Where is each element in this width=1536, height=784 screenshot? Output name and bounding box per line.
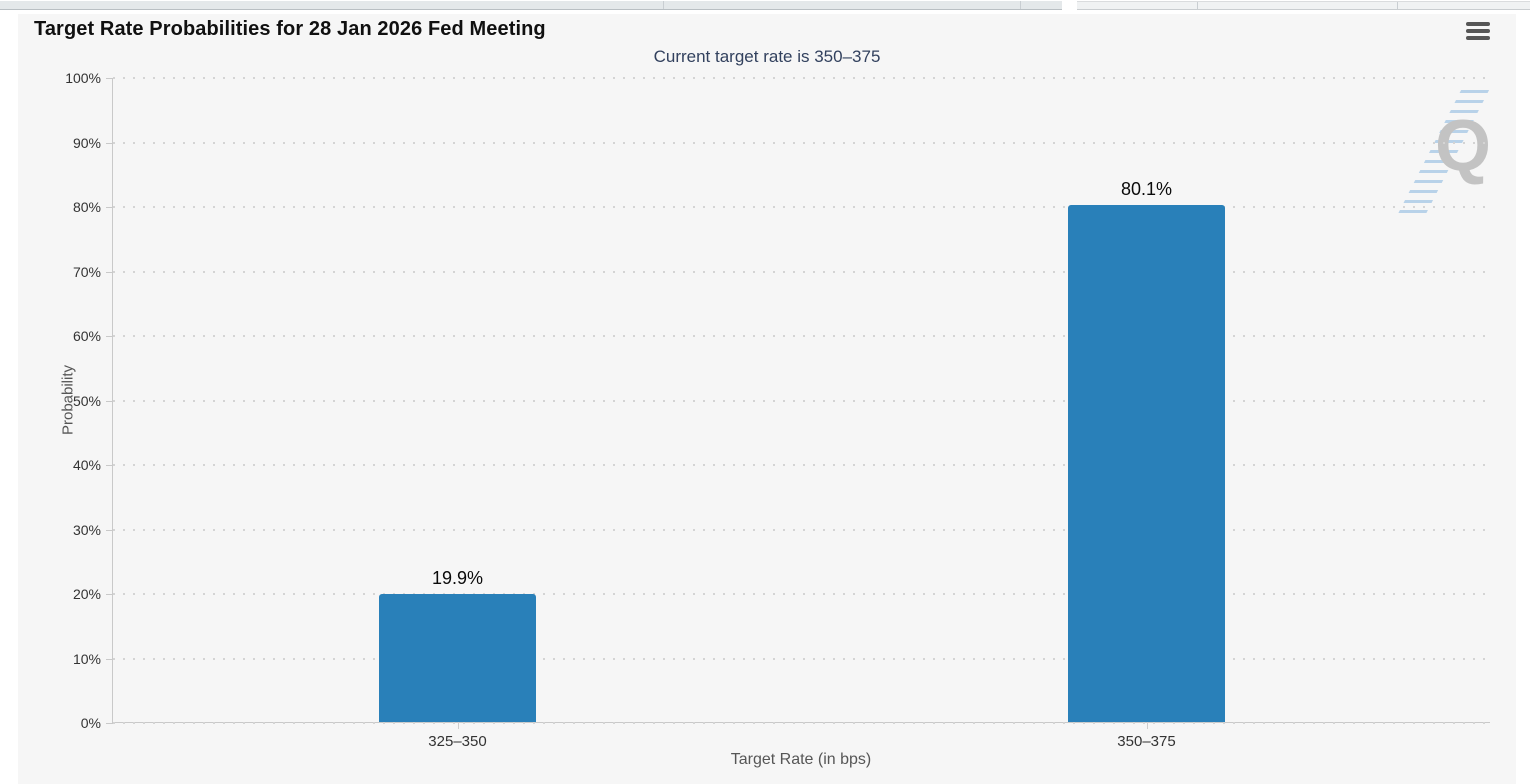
- chart-container: Target Rate Probabilities for 28 Jan 202…: [18, 14, 1516, 784]
- y-axis-tick-label: 80%: [72, 199, 101, 215]
- hamburger-menu-icon: [1466, 22, 1490, 26]
- bar-350–375[interactable]: [1068, 205, 1225, 722]
- bar-data-label: 80.1%: [1120, 179, 1173, 200]
- y-axis-tick-label: 30%: [72, 521, 101, 538]
- y-axis-tick: [106, 658, 113, 660]
- y-axis-tick: [106, 465, 113, 466]
- hamburger-menu-icon: [1466, 36, 1490, 40]
- chart-subtitle: Current target rate is 350–375: [653, 47, 881, 66]
- bar-data-label: 19.9%: [431, 567, 484, 588]
- y-gridline: [113, 657, 1490, 660]
- x-axis-tick: [1146, 722, 1148, 729]
- y-axis-tick-label: 20%: [72, 586, 101, 602]
- y-axis-tick: [106, 271, 113, 273]
- chart-title: Target Rate Probabilities for 28 Jan 202…: [34, 18, 546, 40]
- y-gridline: [113, 722, 1490, 724]
- x-axis-title: Target Rate (in bps): [730, 751, 872, 768]
- y-gridline: [113, 528, 1490, 531]
- y-axis-tick-label: 0%: [80, 715, 101, 731]
- y-axis-tick: [106, 529, 113, 531]
- x-axis-tick: [457, 722, 459, 729]
- y-axis-tick: [106, 723, 113, 724]
- y-axis-tick: [106, 207, 113, 208]
- y-gridline: [113, 206, 1490, 208]
- y-axis-tick-label: 10%: [72, 650, 101, 667]
- y-axis-tick: [106, 336, 113, 337]
- plot-area: Probability 0% 10% 20% 30% 40% 50% 60% 70% 80% 90…: [60, 70, 1490, 750]
- y-gridline: [113, 77, 1490, 79]
- y-gridline: [113, 399, 1490, 402]
- cutoff-table-row-left: [0, 1, 1062, 10]
- hamburger-menu-icon: [1466, 29, 1490, 33]
- y-axis-tick-label: 60%: [72, 328, 101, 344]
- cell-divider: [1197, 2, 1198, 9]
- y-axis-tick: [106, 594, 113, 595]
- y-gridline: [113, 270, 1490, 273]
- y-axis-tick: [106, 142, 113, 144]
- y-gridline: [113, 335, 1490, 337]
- x-axis-category-label: 325–350: [428, 733, 487, 750]
- chart-export-menu-button[interactable]: [1465, 20, 1491, 42]
- x-axis-category-label: 350–375: [1117, 733, 1176, 750]
- y-gridline: [113, 141, 1490, 144]
- bar-325–350[interactable]: [379, 593, 536, 722]
- y-axis-tick: [106, 78, 113, 79]
- cutoff-table-row-right: [1077, 1, 1530, 10]
- y-axis-tick-label: 50%: [72, 392, 101, 409]
- y-axis-tick-label: 90%: [72, 134, 101, 151]
- y-axis-tick: [106, 400, 113, 402]
- cell-divider: [1397, 2, 1398, 9]
- y-gridline: [113, 593, 1490, 595]
- y-gridline: [113, 464, 1490, 466]
- y-axis-tick-label: 70%: [72, 263, 101, 280]
- cell-divider: [663, 1, 664, 9]
- y-axis-tick-label: 40%: [72, 457, 101, 473]
- cell-divider: [1020, 1, 1021, 9]
- y-axis-tick-label: 100%: [65, 70, 101, 86]
